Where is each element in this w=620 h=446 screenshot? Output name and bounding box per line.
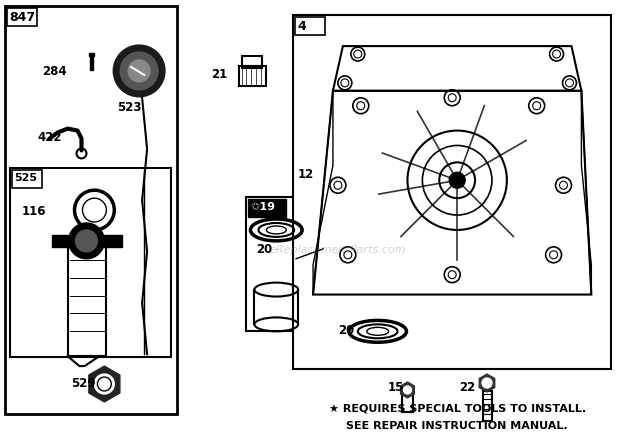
Bar (91, 56, 94, 70)
Bar (402, 392, 414, 412)
Bar (483, 391, 492, 421)
Text: 20: 20 (257, 243, 273, 256)
Text: 116: 116 (22, 205, 46, 218)
Circle shape (69, 223, 104, 259)
Bar (5, 6, 177, 414)
Circle shape (120, 52, 158, 90)
Bar (239, 66, 267, 86)
Bar (247, 197, 326, 331)
Text: ✩19: ✩19 (250, 202, 275, 212)
Text: 12: 12 (298, 168, 314, 182)
Text: 284: 284 (42, 65, 66, 78)
Text: 15: 15 (388, 381, 404, 394)
FancyBboxPatch shape (295, 17, 325, 35)
Circle shape (482, 378, 492, 388)
Bar (293, 15, 611, 369)
Bar (242, 56, 262, 68)
Bar (51, 235, 122, 247)
Text: ★ REQUIRES SPECIAL TOOLS TO INSTALL.: ★ REQUIRES SPECIAL TOOLS TO INSTALL. (329, 404, 586, 414)
Circle shape (450, 172, 465, 188)
Text: 21: 21 (211, 68, 227, 81)
Circle shape (128, 60, 150, 82)
Text: 422: 422 (38, 131, 62, 144)
Text: 22: 22 (459, 381, 476, 394)
Bar (89, 53, 94, 56)
Circle shape (404, 386, 412, 394)
Text: 523: 523 (117, 101, 142, 114)
FancyBboxPatch shape (7, 8, 37, 26)
Text: 847: 847 (9, 11, 35, 25)
Text: eReplacementParts.com: eReplacementParts.com (270, 245, 406, 255)
Bar (10, 168, 171, 357)
Circle shape (94, 374, 114, 394)
FancyBboxPatch shape (12, 170, 42, 188)
Text: 4: 4 (297, 20, 306, 33)
Text: 525: 525 (14, 173, 37, 183)
Text: 20: 20 (338, 324, 354, 337)
Circle shape (76, 230, 97, 252)
FancyBboxPatch shape (249, 199, 286, 217)
Text: 529: 529 (71, 377, 96, 390)
Circle shape (113, 45, 165, 97)
Text: SEE REPAIR INSTRUCTION MANUAL.: SEE REPAIR INSTRUCTION MANUAL. (347, 421, 568, 431)
Bar (68, 247, 107, 356)
